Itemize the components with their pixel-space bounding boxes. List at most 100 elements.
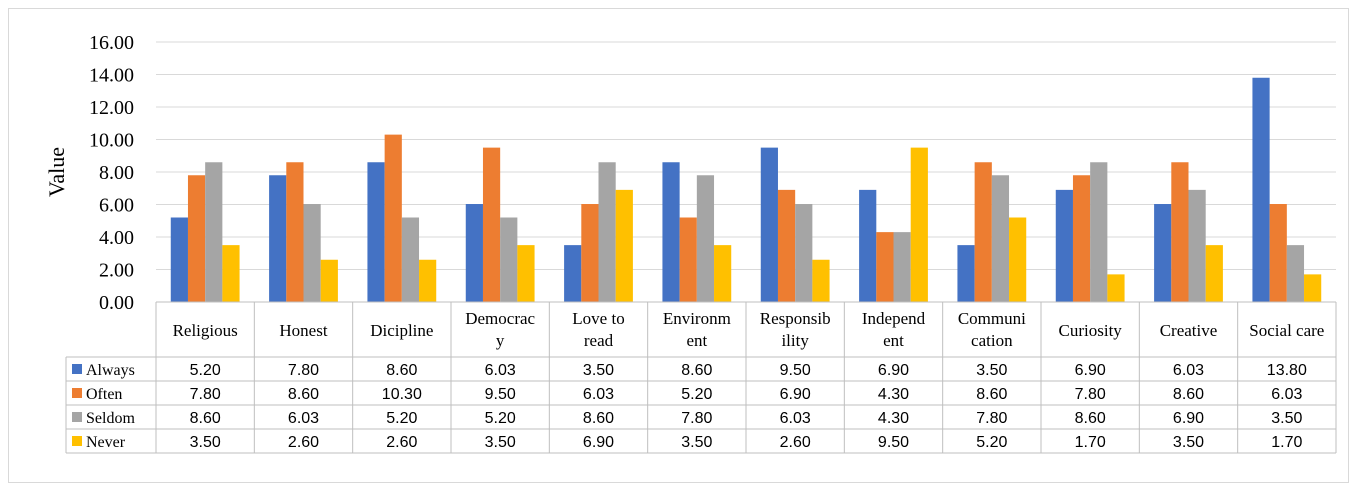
data-table-cell: 5.20 <box>190 362 221 379</box>
data-table-cell: 6.90 <box>1173 410 1204 427</box>
x-tick-label: Environm <box>663 309 731 328</box>
data-table-cell: 6.03 <box>1173 362 1204 379</box>
legend-label: Often <box>86 386 122 403</box>
x-tick-label: Religious <box>173 321 238 340</box>
bar <box>482 147 501 302</box>
bar <box>1171 162 1189 302</box>
data-table-cell: 2.60 <box>288 434 319 451</box>
data-table-cell: 7.80 <box>190 386 221 403</box>
y-tick-label: 14.00 <box>89 65 134 87</box>
data-table-cell: 6.90 <box>1075 362 1106 379</box>
y-tick-label: 2.00 <box>99 260 134 282</box>
x-tick-label: Independ <box>862 309 926 328</box>
bar <box>1188 189 1206 302</box>
data-table-cell: 7.80 <box>976 410 1007 427</box>
bar <box>1107 274 1125 302</box>
x-tick-label: Honest <box>279 321 327 340</box>
legend-label: Seldom <box>86 410 135 427</box>
bar <box>1090 162 1108 302</box>
data-table-cell: 2.60 <box>386 434 417 451</box>
data-table-cell: 3.50 <box>1271 410 1302 427</box>
bar <box>419 259 437 302</box>
y-tick-label: 0.00 <box>99 292 134 314</box>
bar <box>760 147 778 302</box>
data-table-cell: 9.50 <box>878 434 909 451</box>
x-tick-label: Communi <box>958 309 1026 328</box>
x-tick-label: Creative <box>1160 321 1218 340</box>
bar <box>974 162 992 302</box>
x-tick-label: ility <box>781 331 809 350</box>
data-table-cell: 3.50 <box>485 434 516 451</box>
data-table-cell: 8.60 <box>976 386 1007 403</box>
data-table-cell: 6.03 <box>288 410 319 427</box>
data-table-cell: 1.70 <box>1271 434 1302 451</box>
data-table-cell: 1.70 <box>1075 434 1106 451</box>
bar <box>696 175 715 302</box>
data-table-cell: 8.60 <box>1173 386 1204 403</box>
data-table-cell: 5.20 <box>485 410 516 427</box>
data-table-cell: 9.50 <box>780 362 811 379</box>
bar <box>517 245 535 302</box>
bar <box>957 245 975 302</box>
data-table-cell: 2.60 <box>780 434 811 451</box>
legend-swatch <box>72 412 82 422</box>
data-table-cell: 8.60 <box>386 362 417 379</box>
bar <box>205 162 223 302</box>
bar <box>581 204 599 302</box>
bar <box>222 245 240 302</box>
data-table-cell: 3.50 <box>583 362 614 379</box>
bar <box>269 175 287 302</box>
bar <box>286 162 304 302</box>
x-tick-label: read <box>584 331 614 350</box>
data-table-cell: 4.30 <box>878 410 909 427</box>
bar <box>1055 189 1073 302</box>
bar <box>777 189 796 302</box>
data-table-cell: 6.90 <box>583 434 614 451</box>
legend-swatch <box>72 388 82 398</box>
data-table-cell: 6.03 <box>583 386 614 403</box>
bar <box>893 232 911 302</box>
bar <box>303 204 321 302</box>
bar <box>367 162 385 302</box>
data-table-cell: 7.80 <box>1075 386 1106 403</box>
bar <box>384 134 402 302</box>
data-table-cell: 6.90 <box>780 386 811 403</box>
data-table-cell: 8.60 <box>288 386 319 403</box>
data-table-cell: 4.30 <box>878 386 909 403</box>
y-tick-label: 16.00 <box>89 32 134 54</box>
x-tick-label: Curiosity <box>1059 321 1123 340</box>
y-tick-label: 8.00 <box>99 162 134 184</box>
bar <box>320 259 338 302</box>
bar <box>1304 274 1322 302</box>
bar <box>714 245 732 302</box>
y-tick-label: 4.00 <box>99 227 134 249</box>
data-table-cell: 9.50 <box>485 386 516 403</box>
bar <box>1286 245 1305 302</box>
data-table-cell: 6.90 <box>878 362 909 379</box>
data-table-cell: 8.60 <box>583 410 614 427</box>
x-tick-label: Social care <box>1249 321 1324 340</box>
bar <box>812 259 830 302</box>
bar <box>598 162 616 302</box>
bar <box>662 162 680 302</box>
data-table-cell: 3.50 <box>190 434 221 451</box>
bar <box>1269 204 1287 302</box>
legend-swatch <box>72 364 82 374</box>
data-table-cell: 5.20 <box>976 434 1007 451</box>
bar <box>679 217 697 302</box>
y-tick-label: 12.00 <box>89 97 134 119</box>
bar <box>910 147 928 302</box>
data-table-cell: 5.20 <box>681 386 712 403</box>
x-tick-label: Responsib <box>760 309 831 328</box>
data-table-cell: 6.03 <box>780 410 811 427</box>
data-table-cell: 3.50 <box>976 362 1007 379</box>
x-tick-label: ent <box>686 331 707 350</box>
data-table-cell: 8.60 <box>681 362 712 379</box>
bar <box>1205 245 1223 302</box>
y-tick-label: 10.00 <box>89 130 134 152</box>
legend-label: Always <box>86 362 135 379</box>
bar <box>795 204 813 302</box>
data-table-cell: 7.80 <box>681 410 712 427</box>
bar <box>465 204 483 302</box>
